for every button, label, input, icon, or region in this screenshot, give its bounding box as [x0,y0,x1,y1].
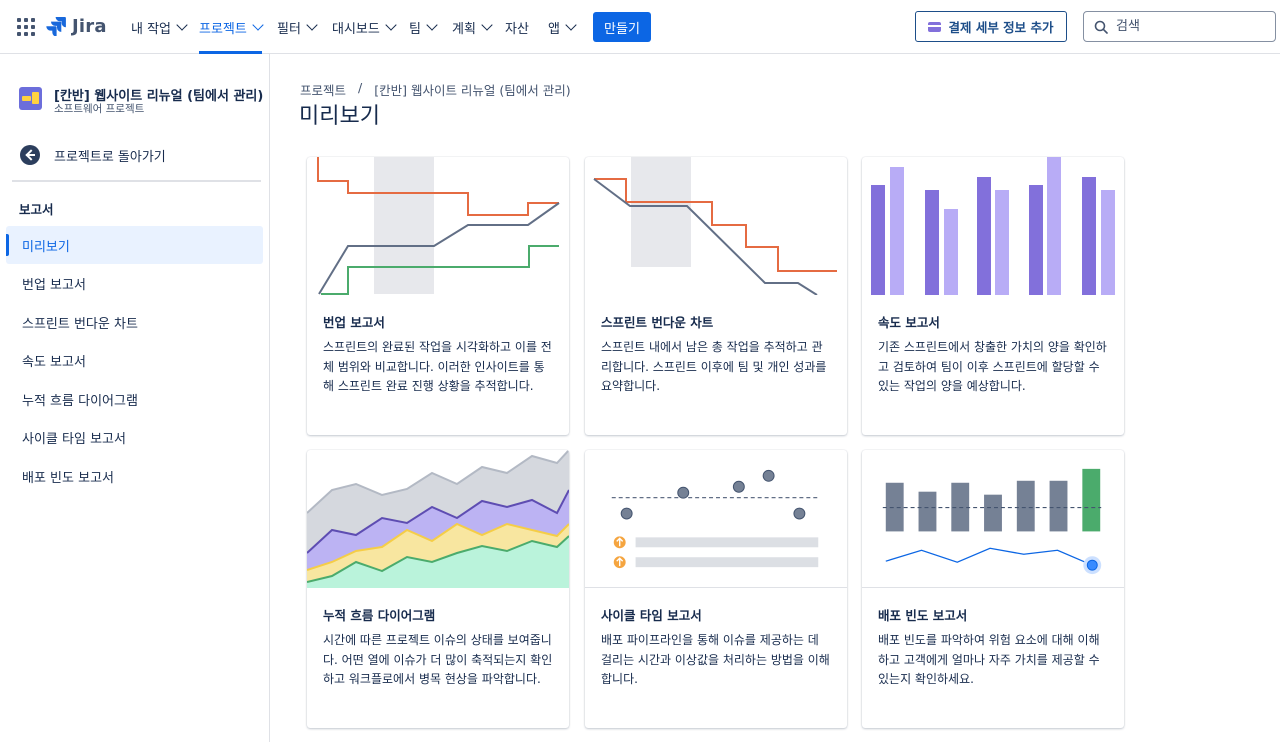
nav-teams[interactable]: 팀 [409,0,438,54]
chevron-down-icon [176,19,188,31]
chevron-down-icon [252,19,264,31]
nav-apps[interactable]: 앱 [548,0,577,54]
report-card-deployment-frequency[interactable]: 배포 빈도 보고서 배포 빈도를 파악하여 위험 요소에 대해 이해하고 고객에… [862,450,1124,728]
report-card-burndown[interactable]: 스프린트 번다운 차트 스프린트 내에서 남은 총 작업을 추적하고 관리합니다… [585,157,847,435]
nav-assets[interactable]: 자산 [505,0,529,54]
create-button[interactable]: 만들기 [593,12,651,42]
card-description: 스프린트 내에서 남은 총 작업을 추적하고 관리합니다. 스프린트 이후에 팀… [601,340,827,393]
search-input[interactable] [1116,19,1266,34]
page-title: 미리보기 [299,104,380,129]
chevron-down-icon [306,19,318,31]
jira-logo-icon [46,17,66,36]
card-description: 시간에 따른 프로젝트 이슈의 상태를 보여줍니다. 어떤 열에 이슈가 더 많… [323,633,553,686]
add-billing-details-button[interactable]: 결제 세부 정보 추가 [915,11,1067,42]
card-description: 스프린트의 완료된 작업을 시각화하고 이를 전체 범위와 비교합니다. 이러한… [323,340,552,393]
card-description: 배포 빈도를 파악하여 위험 요소에 대해 이해하고 고객에게 얼마나 자주 가… [878,633,1100,686]
project-name: [칸반] 웹사이트 리뉴얼 (팀에서 관리) [54,89,264,104]
back-to-projects-link[interactable]: 프로젝트로 돌아가기 [20,144,166,166]
report-card-burnup[interactable]: 번업 보고서 스프린트의 완료된 작업을 시각화하고 이를 전체 범위와 비교합… [307,157,569,435]
nav-label: 자산 [505,21,529,37]
arrow-left-circle-icon [20,145,40,165]
chevron-down-icon [385,19,397,31]
search-box[interactable] [1083,11,1276,42]
search-icon [1094,20,1108,34]
card-title: 배포 빈도 보고서 [878,608,968,623]
nav-label: 계획 [452,21,476,37]
cycle-time-icon [585,469,847,588]
nav-label: 대시보드 [332,21,380,37]
breadcrumb-project[interactable]: [칸반] 웹사이트 리뉴얼 (팀에서 관리) [374,83,571,98]
sidebar-divider [12,180,261,182]
nav-projects[interactable]: 프로젝트 [199,0,264,54]
breadcrumb-separator: / [358,80,363,95]
sidebar-item-deployment-frequency[interactable]: 배포 빈도 보고서 [22,470,114,486]
nav-label: 팀 [409,21,421,37]
chevron-down-icon [426,19,438,31]
nav-label: 내 작업 [131,21,172,37]
top-navigation: Jira 내 작업 프로젝트 필터 대시보드 팀 계획 자산 앱 만들기 결제 … [0,0,1280,54]
sidebar-item-velocity[interactable]: 속도 보고서 [22,354,86,370]
nav-label: 필터 [277,21,301,37]
chevron-down-icon [481,19,493,31]
sidebar-item-burnup[interactable]: 번업 보고서 [22,277,86,293]
card-description: 기존 스프린트에서 창출한 가치의 양을 확인하고 검토하여 팀이 이후 스프린… [878,340,1107,393]
card-title: 속도 보고서 [878,315,940,330]
sidebar-item-cycle-time[interactable]: 사이클 타임 보고서 [22,431,126,447]
credit-card-icon [928,21,942,32]
reports-heading: 보고서 [19,202,54,217]
nav-filters[interactable]: 필터 [277,0,318,54]
sidebar [0,54,270,742]
app-switcher-icon[interactable] [17,18,35,36]
sidebar-item-burndown[interactable]: 스프린트 번다운 차트 [22,316,138,332]
billing-label: 결제 세부 정보 추가 [948,20,1054,35]
cumulative-flow-icon [307,450,569,588]
card-description: 배포 파이프라인을 통해 이슈를 제공하는 데 걸리는 시간과 이상값을 처리하… [601,633,830,686]
breadcrumb: 프로젝트 / [칸반] 웹사이트 리뉴얼 (팀에서 관리) [300,80,571,99]
report-card-velocity[interactable]: 속도 보고서 기존 스프린트에서 창출한 가치의 양을 확인하고 검토하여 팀이… [862,157,1124,435]
jira-logo[interactable]: Jira [46,14,107,38]
report-card-cycle-time[interactable]: 사이클 타임 보고서 배포 파이프라인을 통해 이슈를 제공하는 데 걸리는 시… [585,450,847,728]
project-avatar [19,87,42,110]
nav-label: 프로젝트 [199,21,247,37]
report-card-cumulative-flow[interactable]: 누적 흐름 다이어그램 시간에 따른 프로젝트 이슈의 상태를 보여줍니다. 어… [307,450,569,728]
burnup-chart-icon [317,157,560,295]
project-type: 소프트웨어 프로젝트 [54,103,145,115]
card-title: 스프린트 번다운 차트 [601,315,714,330]
nav-my-work[interactable]: 내 작업 [131,0,188,54]
sidebar-item-overview[interactable]: 미리보기 [6,226,263,264]
velocity-chart-icon [871,157,1115,295]
breadcrumb-projects[interactable]: 프로젝트 [300,83,347,98]
chevron-down-icon [565,19,577,31]
burndown-chart-icon [593,157,837,295]
back-label: 프로젝트로 돌아가기 [54,149,166,165]
logo-text: Jira [72,15,107,37]
sidebar-item-cumulative-flow[interactable]: 누적 흐름 다이어그램 [22,393,138,409]
nav-label: 앱 [548,21,560,37]
nav-plans[interactable]: 계획 [452,0,493,54]
card-title: 번업 보고서 [323,315,385,330]
nav-dashboards[interactable]: 대시보드 [332,0,397,54]
card-title: 누적 흐름 다이어그램 [323,608,436,623]
card-title: 사이클 타임 보고서 [601,608,702,623]
deployment-frequency-icon [862,468,1124,588]
